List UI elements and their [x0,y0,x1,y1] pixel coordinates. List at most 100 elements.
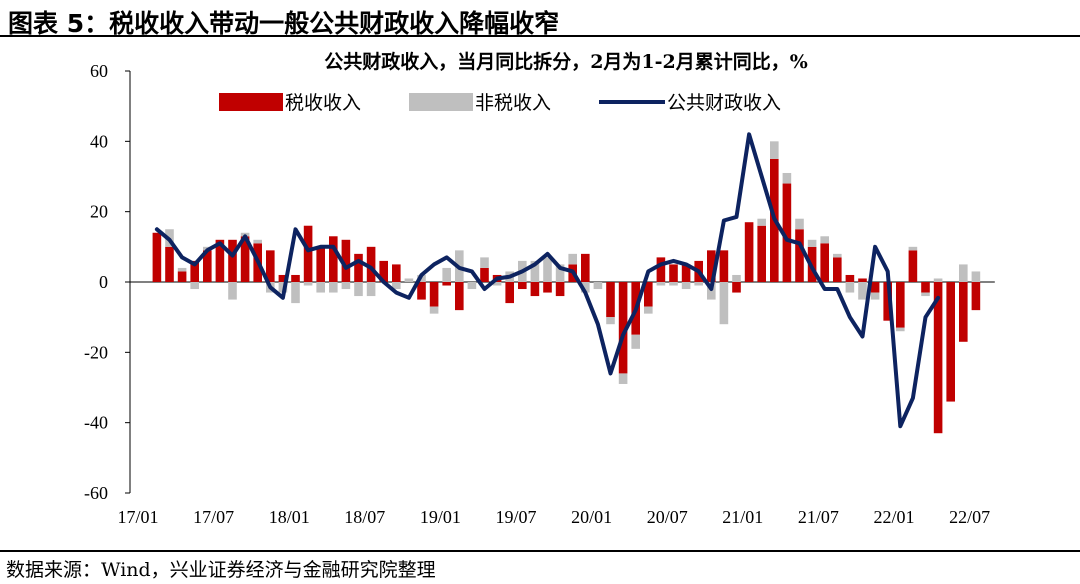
y-tick-label: 0 [99,272,108,292]
figure-title: 图表 5：税收收入带动一般公共财政收入降幅收窄 [8,9,560,38]
bar-tax [354,253,363,282]
bar-tax [858,278,867,282]
bar-nontax [492,282,502,286]
x-tick-label: 22/07 [949,507,990,527]
bar-tax [883,282,892,321]
bar-nontax [870,292,880,300]
x-tick-label: 18/07 [344,507,385,527]
x-tick-label: 19/01 [420,507,461,527]
bar-nontax [228,282,237,300]
bar-tax [959,282,968,342]
bar-tax [669,264,678,282]
bar-tax [681,264,691,282]
bar-nontax [845,282,855,293]
x-tick-label: 17/01 [117,507,158,527]
bar-nontax [757,218,766,226]
bar-tax [656,257,666,282]
bar-nontax [896,327,905,332]
bar-nontax [908,246,918,251]
bar-nontax [719,282,729,325]
bar-tax [152,232,162,282]
bar-tax [429,282,439,307]
bar-nontax [770,141,779,159]
bar-nontax [303,282,313,286]
x-tick-label: 21/01 [722,507,763,527]
bar-nontax [959,264,968,282]
bar-nontax [341,282,351,290]
x-tick-label: 22/01 [873,507,914,527]
bar-tax [845,274,855,282]
bar-tax [870,282,880,293]
bar-nontax [329,282,338,293]
bar-nontax [921,292,930,297]
bar-tax [303,225,313,282]
bar-tax [190,260,199,282]
x-tick-label: 21/07 [798,507,839,527]
bar-tax [896,282,905,328]
bar-tax [644,282,653,307]
legend-tax-label: 税收收入 [285,92,361,114]
x-tick-label: 18/01 [269,507,310,527]
x-tick-label: 17/07 [193,507,234,527]
bar-tax [921,282,930,293]
bar-tax [266,250,275,282]
line-total [154,132,941,429]
bar-nontax [631,334,640,349]
bar-nontax [530,260,540,282]
bar-tax [316,246,325,282]
bar-tax [833,257,842,282]
source-note: 数据来源：Wind，兴业证券经济与金融研究院整理 [6,559,436,581]
bar-nontax [820,236,829,244]
bar-tax [366,246,376,282]
bar-tax [392,264,401,282]
bar-nontax [467,282,477,290]
bar-tax [530,282,540,297]
bar-nontax [442,267,451,282]
bar-tax [732,282,741,293]
x-tick-label: 20/01 [571,507,612,527]
bar-tax [240,236,250,282]
bar-nontax [833,253,842,258]
bar-tax [177,271,187,282]
bar-tax [442,282,451,286]
bar-tax [329,236,338,282]
y-tick-label: -60 [84,483,108,503]
bar-tax [228,239,237,282]
bar-tax [291,274,300,282]
y-tick-label: 20 [90,202,108,222]
bar-nontax [480,257,489,268]
bar-tax [165,246,174,282]
bar-nontax [656,282,666,286]
legend: 税收收入 非税收入 公共财政收入 [219,92,781,114]
bar-tax [908,250,918,282]
y-tick-label: -40 [84,413,108,433]
bar-nontax [933,278,943,282]
bar-nontax [429,306,439,314]
bar-nontax [618,373,628,384]
bar-nontax [555,264,565,282]
bar-nontax [669,282,678,286]
bar-nontax [190,282,199,290]
bar-nontax [316,282,325,293]
y-tick-label: -20 [84,342,108,362]
bar-nontax [858,282,867,300]
bar-nontax [366,282,376,297]
bar-tax [505,282,514,304]
bar-nontax [732,274,741,282]
bar-tax [341,239,351,282]
bar-tax [820,243,829,282]
x-tick-label: 20/07 [647,507,688,527]
x-tick-label: 19/07 [495,507,536,527]
bar-tax [215,239,225,282]
bar-tax [946,282,955,402]
bar-nontax [354,282,363,297]
bar-nontax [694,282,703,286]
bar-tax [971,282,981,311]
bar-nontax [392,282,401,290]
bar-nontax [606,317,615,325]
bar-tax [795,229,804,282]
legend-tax-swatch [219,93,283,111]
chart: 公共财政收入，当月同比拆分，2月为1-2月累计同比，% 税收收入 非税收入 公共… [84,50,995,527]
bar-tax [606,282,615,318]
bar-tax [203,250,212,282]
